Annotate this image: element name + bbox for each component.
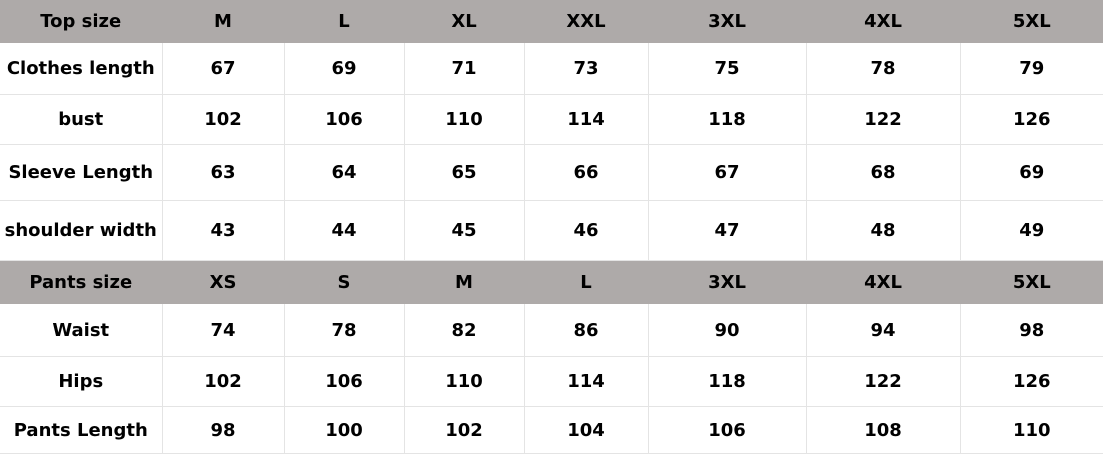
pants-size-header-row: Pants size XS S M L 3XL 4XL 5XL (0, 260, 1103, 304)
measurement-value: 100 (283, 406, 405, 454)
measurement-value: 78 (805, 42, 961, 95)
measurement-value: 126 (959, 356, 1103, 407)
size-label: 3XL (647, 260, 807, 304)
measurement-value: 122 (805, 356, 961, 407)
measurement-value: 64 (283, 144, 405, 201)
measurement-value: 110 (403, 356, 525, 407)
table-row: Sleeve Length 63 64 65 66 67 68 69 (0, 144, 1103, 201)
measurement-value: 118 (647, 94, 807, 145)
measurement-label: Sleeve Length (0, 144, 163, 201)
measurement-value: 73 (523, 42, 649, 95)
table-row: Hips 102 106 110 114 118 122 126 (0, 356, 1103, 407)
measurement-value: 108 (805, 406, 961, 454)
measurement-value: 71 (403, 42, 525, 95)
measurement-value: 90 (647, 303, 807, 357)
section-label: Pants size (0, 260, 163, 304)
measurement-label: shoulder width (0, 200, 163, 261)
measurement-label: Clothes length (0, 42, 163, 95)
top-size-header-row: Top size M L XL XXL 3XL 4XL 5XL (0, 0, 1103, 43)
measurement-value: 78 (283, 303, 405, 357)
size-label: L (523, 260, 649, 304)
size-label: 3XL (647, 0, 807, 43)
measurement-value: 104 (523, 406, 649, 454)
measurement-value: 48 (805, 200, 961, 261)
measurement-label: bust (0, 94, 163, 145)
measurement-value: 118 (647, 356, 807, 407)
measurement-value: 67 (647, 144, 807, 201)
measurement-value: 110 (959, 406, 1103, 454)
measurement-value: 94 (805, 303, 961, 357)
measurement-value: 110 (403, 94, 525, 145)
measurement-value: 49 (959, 200, 1103, 261)
measurement-label: Pants Length (0, 406, 163, 454)
measurement-value: 102 (161, 94, 285, 145)
measurement-value: 114 (523, 94, 649, 145)
measurement-value: 86 (523, 303, 649, 357)
size-label: 4XL (805, 0, 961, 43)
table-row: Clothes length 67 69 71 73 75 78 79 (0, 42, 1103, 95)
measurement-value: 74 (161, 303, 285, 357)
table-row: Waist 74 78 82 86 90 94 98 (0, 303, 1103, 357)
size-label: XS (161, 260, 285, 304)
size-label: 4XL (805, 260, 961, 304)
measurement-value: 106 (283, 94, 405, 145)
measurement-value: 66 (523, 144, 649, 201)
size-label: 5XL (959, 260, 1103, 304)
measurement-value: 65 (403, 144, 525, 201)
measurement-value: 44 (283, 200, 405, 261)
measurement-value: 69 (283, 42, 405, 95)
measurement-value: 126 (959, 94, 1103, 145)
measurement-value: 106 (283, 356, 405, 407)
size-label: XXL (523, 0, 649, 43)
measurement-value: 63 (161, 144, 285, 201)
section-label: Top size (0, 0, 163, 43)
measurement-value: 98 (959, 303, 1103, 357)
measurement-value: 47 (647, 200, 807, 261)
measurement-value: 102 (161, 356, 285, 407)
measurement-value: 43 (161, 200, 285, 261)
table-row: Pants Length 98 100 102 104 106 108 110 (0, 406, 1103, 454)
measurement-value: 82 (403, 303, 525, 357)
measurement-value: 114 (523, 356, 649, 407)
size-label: S (283, 260, 405, 304)
size-label: XL (403, 0, 525, 43)
measurement-value: 67 (161, 42, 285, 95)
size-label: L (283, 0, 405, 43)
measurement-value: 98 (161, 406, 285, 454)
measurement-value: 79 (959, 42, 1103, 95)
measurement-value: 102 (403, 406, 525, 454)
measurement-value: 75 (647, 42, 807, 95)
table-row: shoulder width 43 44 45 46 47 48 49 (0, 200, 1103, 261)
size-label: M (161, 0, 285, 43)
measurement-value: 68 (805, 144, 961, 201)
measurement-value: 45 (403, 200, 525, 261)
measurement-label: Waist (0, 303, 163, 357)
measurement-value: 106 (647, 406, 807, 454)
size-label: 5XL (959, 0, 1103, 43)
size-label: M (403, 260, 525, 304)
measurement-value: 122 (805, 94, 961, 145)
measurement-label: Hips (0, 356, 163, 407)
measurement-value: 46 (523, 200, 649, 261)
table-row: bust 102 106 110 114 118 122 126 (0, 94, 1103, 145)
measurement-value: 69 (959, 144, 1103, 201)
